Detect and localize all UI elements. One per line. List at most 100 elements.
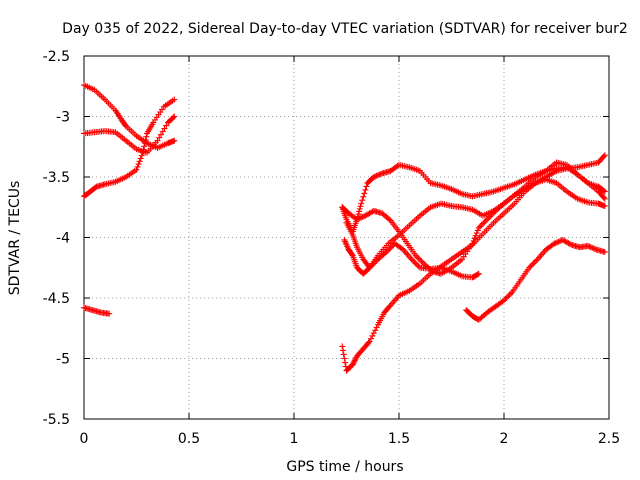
data-point — [469, 240, 476, 247]
data-point — [134, 163, 141, 170]
data-point — [527, 263, 534, 270]
data-point — [340, 351, 347, 358]
data-point — [506, 291, 513, 298]
data-point — [555, 238, 562, 245]
data-point — [361, 190, 368, 197]
data-point — [370, 260, 377, 267]
data-point — [142, 136, 149, 143]
data-point — [590, 245, 597, 252]
data-point — [418, 258, 425, 265]
data-point — [368, 335, 374, 342]
data-point — [139, 149, 146, 156]
data-point — [589, 244, 596, 251]
data-point — [412, 260, 419, 267]
data-point — [408, 256, 415, 263]
data-point — [368, 263, 374, 270]
data-point — [585, 242, 591, 249]
data-point — [505, 293, 512, 300]
data-point — [359, 197, 366, 204]
data-point — [382, 250, 388, 257]
y-tick-label: -4 — [56, 231, 70, 247]
data-point — [156, 134, 163, 141]
data-point — [135, 161, 142, 168]
x-tick-label: 1 — [290, 431, 299, 447]
data-point — [143, 133, 150, 140]
data-point — [355, 215, 362, 222]
data-point — [351, 357, 358, 364]
data-point — [366, 338, 373, 345]
data-point — [481, 219, 488, 226]
data-point — [482, 217, 489, 224]
data-point — [530, 260, 537, 267]
data-point — [349, 251, 356, 258]
x-tick-label: 1.5 — [388, 431, 410, 447]
data-point — [159, 128, 166, 135]
data-point — [551, 240, 558, 247]
axis-ticks — [83, 55, 610, 420]
plot-frame — [83, 55, 610, 420]
grid-lines — [84, 56, 609, 419]
data-point — [341, 355, 348, 362]
data-point — [586, 243, 593, 250]
data-point — [600, 194, 607, 201]
data-point — [601, 249, 608, 256]
data-point — [351, 358, 358, 365]
data-point — [370, 330, 377, 337]
data-point — [508, 290, 514, 297]
data-point — [339, 343, 346, 350]
x-tick-labels: 0 0.5 1 1.5 2 2.5 — [80, 431, 621, 447]
y-tick-label: -3 — [56, 110, 70, 126]
data-point — [141, 140, 148, 147]
data-point — [359, 213, 366, 220]
data-point — [384, 247, 391, 254]
data-point — [473, 230, 480, 237]
data-point — [417, 256, 423, 263]
data-point — [526, 264, 533, 271]
data-point — [601, 203, 608, 210]
y-tick-label: -3.5 — [43, 170, 70, 186]
data-point — [349, 361, 356, 368]
data-point — [601, 188, 608, 195]
data-point — [475, 270, 482, 277]
data-point — [342, 359, 349, 366]
data-point — [350, 360, 357, 367]
data-point — [163, 122, 170, 129]
data-point — [138, 152, 145, 159]
data-point — [366, 264, 373, 271]
data-point — [601, 152, 608, 159]
data-point — [471, 235, 478, 242]
data-point — [365, 339, 372, 346]
data-point — [470, 237, 477, 244]
data-point — [592, 245, 598, 252]
data-point — [485, 214, 492, 221]
data-point — [370, 174, 377, 180]
data-point — [477, 223, 484, 230]
data-point — [499, 201, 506, 208]
data-point — [600, 187, 607, 194]
data-point — [386, 246, 393, 253]
data-point — [484, 216, 491, 223]
data-point — [154, 137, 161, 144]
data-point — [398, 245, 405, 252]
data-point — [137, 155, 144, 162]
data-marks — [81, 82, 608, 374]
data-point — [354, 216, 360, 223]
data-point — [158, 131, 164, 138]
data-point — [488, 212, 495, 219]
y-tick-label: -4.5 — [43, 291, 70, 307]
data-point — [372, 173, 379, 180]
data-point — [171, 96, 178, 103]
data-point — [171, 113, 178, 120]
data-point — [554, 239, 561, 246]
data-point — [170, 114, 177, 121]
data-point — [552, 239, 559, 246]
y-tick-label: -5.5 — [43, 412, 70, 428]
data-point — [373, 324, 380, 331]
y-tick-labels: -2.5 -3 -3.5 -4 -4.5 -5 -5.5 — [43, 49, 70, 428]
data-point — [414, 254, 421, 261]
data-point — [491, 209, 498, 216]
data-point — [600, 153, 607, 160]
data-point — [372, 259, 379, 266]
data-point — [502, 296, 509, 303]
